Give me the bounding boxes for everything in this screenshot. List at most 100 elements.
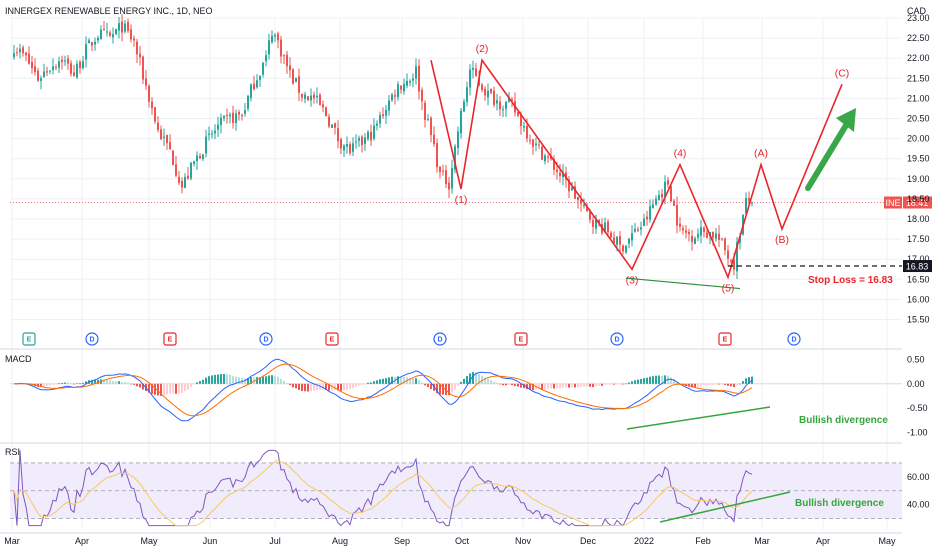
candle-body xyxy=(115,29,117,35)
candle-body xyxy=(454,146,456,170)
candle-body xyxy=(247,95,249,109)
candle-body xyxy=(307,96,309,101)
macd-histogram-bar xyxy=(700,383,702,386)
candle-body xyxy=(748,198,750,201)
time-tick-label: Dec xyxy=(580,536,597,546)
time-tick-label: May xyxy=(140,536,158,546)
earnings-event-icon xyxy=(163,332,177,346)
macd-histogram-bar xyxy=(640,379,642,384)
macd-histogram-bar xyxy=(484,377,486,384)
event-marker-label: E xyxy=(168,337,173,344)
candle-body xyxy=(397,84,399,98)
candle-body xyxy=(34,66,36,73)
event-marker-label: E xyxy=(27,337,32,344)
candle-body xyxy=(133,38,135,41)
macd-histogram-bar xyxy=(553,383,555,389)
candle-body xyxy=(277,33,279,41)
macd-histogram-bar xyxy=(40,383,42,388)
candle-body xyxy=(640,227,642,230)
candle-body xyxy=(511,99,513,101)
macd-histogram-bar xyxy=(661,375,663,384)
price-tick-label: 19.50 xyxy=(907,154,930,164)
candle-body xyxy=(157,122,159,130)
macd-histogram-bar xyxy=(334,383,336,391)
candle-body xyxy=(622,245,624,252)
macd-histogram-bar xyxy=(439,383,441,395)
rsi-divergence-line xyxy=(659,491,791,523)
candle-body xyxy=(139,53,141,58)
green-arrow-head xyxy=(836,108,856,132)
candle-body xyxy=(16,52,18,54)
candle-body xyxy=(544,155,546,162)
macd-histogram-bar xyxy=(589,383,591,387)
macd-histogram-bar xyxy=(592,383,594,388)
candle-body xyxy=(460,110,462,134)
candle-body xyxy=(562,172,564,178)
candle-body xyxy=(715,233,717,239)
candle-body xyxy=(229,114,231,117)
earnings-event-icon xyxy=(22,332,36,346)
candle-body xyxy=(256,80,258,88)
candle-body xyxy=(25,52,27,56)
candle-body xyxy=(619,236,621,245)
elliott-wave-path xyxy=(430,58,843,280)
macd-histogram-bar xyxy=(676,381,678,384)
macd-histogram-bar xyxy=(385,378,387,384)
macd-histogram-bar xyxy=(613,383,615,385)
candle-body xyxy=(643,218,645,226)
candle-body xyxy=(100,29,102,40)
candle-body xyxy=(22,47,24,54)
candle-body xyxy=(244,110,246,114)
price-candles xyxy=(13,14,753,280)
candle-body xyxy=(283,55,285,57)
candle-body xyxy=(568,179,570,192)
candle-body xyxy=(583,205,585,207)
macd-histogram-bar xyxy=(709,383,711,385)
candle-body xyxy=(607,221,609,233)
candle-body xyxy=(667,180,669,185)
macd-histogram-bar xyxy=(361,383,363,385)
macd-histogram-bar xyxy=(541,383,543,390)
macd-histogram-bar xyxy=(52,383,54,385)
wave-label-8: (C) xyxy=(835,67,850,79)
candle-body xyxy=(265,55,267,62)
candle-body xyxy=(481,84,483,91)
macd-histogram-bar xyxy=(607,383,609,385)
macd-histogram-bar xyxy=(745,378,747,384)
macd-histogram-bar xyxy=(298,383,300,390)
currency-label: CAD xyxy=(907,6,927,16)
macd-histogram-bar xyxy=(82,382,84,384)
candle-body xyxy=(580,199,582,204)
candle-body xyxy=(358,138,360,141)
macd-histogram-bar xyxy=(49,383,51,386)
candle-body xyxy=(484,88,486,96)
macd-histogram-bar xyxy=(427,383,429,388)
wave-label-3: (3) xyxy=(626,274,639,286)
macd-histogram-bar xyxy=(373,381,375,384)
candle-body xyxy=(118,23,120,31)
macd-histogram-bar xyxy=(139,383,141,388)
price-tick-label: 21.50 xyxy=(907,73,930,83)
macd-histogram-bar xyxy=(58,383,60,385)
macd-histogram-bar xyxy=(232,376,234,384)
macd-histogram-bar xyxy=(169,383,171,394)
macd-histogram-bar xyxy=(409,377,411,384)
candle-body xyxy=(292,69,294,84)
macd-histogram-bar xyxy=(370,382,372,384)
candle-body xyxy=(370,131,372,141)
candle-body xyxy=(64,60,66,62)
candle-body xyxy=(679,223,681,227)
macd-histogram-bar xyxy=(391,376,393,384)
macd-histogram-bar xyxy=(442,383,444,395)
macd-histogram-bar xyxy=(499,383,501,385)
macd-histogram-bar xyxy=(490,380,492,384)
macd-histogram-bar xyxy=(64,382,66,384)
dividend-event-icon xyxy=(433,332,447,346)
candle-body xyxy=(412,78,414,81)
macd-tick-label: 0.00 xyxy=(907,379,925,389)
candle-body xyxy=(727,250,729,259)
macd-histogram-bar xyxy=(184,383,186,392)
macd-histogram-bar xyxy=(238,377,240,384)
candle-body xyxy=(154,107,156,122)
